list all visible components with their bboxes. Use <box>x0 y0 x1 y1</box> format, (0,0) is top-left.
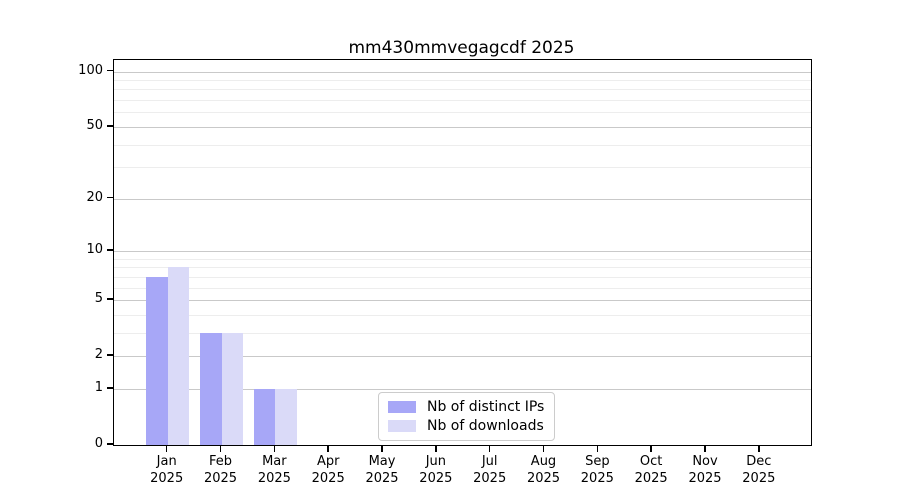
x-tick-label: Sep 2025 <box>580 454 614 486</box>
minor-gridline <box>114 167 811 169</box>
y-tick-mark <box>107 443 113 445</box>
y-tick-label: 10 <box>86 241 103 257</box>
bar-downloads <box>167 267 190 445</box>
x-tick-mark <box>381 446 383 452</box>
y-tick-label: 100 <box>78 62 103 78</box>
y-tick-label: 5 <box>94 291 103 307</box>
bar-distinct-ips <box>146 276 168 445</box>
minor-gridline <box>114 89 811 91</box>
x-tick-mark <box>273 446 276 452</box>
y-tick-mark <box>107 125 113 127</box>
major-gridline <box>114 300 811 302</box>
y-tick-label: 20 <box>86 189 103 205</box>
x-tick-label: Jun 2025 <box>419 454 453 486</box>
y-tick-mark <box>107 387 113 389</box>
x-tick-label: Mar 2025 <box>257 454 291 486</box>
minor-gridline <box>114 332 811 334</box>
x-tick-mark <box>219 446 222 452</box>
major-gridline <box>114 388 811 390</box>
minor-gridline <box>114 144 811 146</box>
x-tick-label: Aug 2025 <box>526 454 561 486</box>
legend-swatch-downloads <box>388 420 416 432</box>
y-tick-mark <box>107 298 113 300</box>
legend-row: Nb of distinct IPs <box>388 399 544 415</box>
y-tick-label: 2 <box>94 347 103 363</box>
x-tick-mark <box>704 446 706 452</box>
x-tick-label: Jul 2025 <box>473 454 507 486</box>
legend-label-distinct-ips: Nb of distinct IPs <box>427 399 545 415</box>
chart-title: mm430mmvegagcdf 2025 <box>348 38 575 58</box>
x-tick-mark <box>166 446 168 452</box>
legend-label-downloads: Nb of downloads <box>427 418 544 434</box>
y-tick-mark <box>107 249 113 251</box>
plot-area <box>113 59 812 446</box>
minor-gridline <box>114 80 811 82</box>
x-tick-label: Nov 2025 <box>688 454 722 486</box>
y-tick-label: 50 <box>86 117 103 133</box>
x-tick-mark <box>542 446 545 452</box>
y-tick-mark <box>107 354 113 356</box>
y-tick-label: 1 <box>94 379 103 395</box>
minor-gridline <box>114 100 811 102</box>
x-tick-mark <box>488 446 491 452</box>
x-tick-label: May 2025 <box>365 454 399 486</box>
x-tick-mark <box>327 446 329 452</box>
x-tick-mark <box>435 446 437 452</box>
legend: Nb of distinct IPs Nb of downloads <box>378 392 556 441</box>
y-tick-mark <box>107 196 113 199</box>
major-gridline <box>114 71 811 73</box>
x-tick-mark <box>596 446 599 452</box>
bar-downloads <box>275 388 297 445</box>
major-gridline <box>114 126 811 128</box>
y-tick-mark <box>107 69 113 72</box>
x-tick-label: Oct 2025 <box>634 454 668 486</box>
x-tick-mark <box>758 446 760 452</box>
major-gridline <box>114 198 811 200</box>
bar-downloads <box>221 332 244 445</box>
minor-gridline <box>114 258 811 260</box>
minor-gridline <box>114 314 811 316</box>
major-gridline <box>114 250 811 252</box>
y-tick-label: 0 <box>94 436 103 451</box>
minor-gridline <box>114 276 811 278</box>
major-gridline <box>114 356 811 358</box>
minor-gridline <box>114 112 811 114</box>
x-tick-label: Apr 2025 <box>311 454 345 486</box>
x-tick-label: Jan 2025 <box>150 454 184 486</box>
minor-gridline <box>114 287 811 289</box>
x-tick-mark <box>650 446 652 452</box>
legend-swatch-distinct-ips <box>388 401 416 413</box>
minor-gridline <box>114 267 811 269</box>
legend-row: Nb of downloads <box>388 418 544 434</box>
bar-distinct-ips <box>199 332 222 445</box>
x-tick-label: Feb 2025 <box>203 454 238 486</box>
x-tick-label: Dec 2025 <box>742 454 776 486</box>
bar-distinct-ips <box>253 388 276 445</box>
